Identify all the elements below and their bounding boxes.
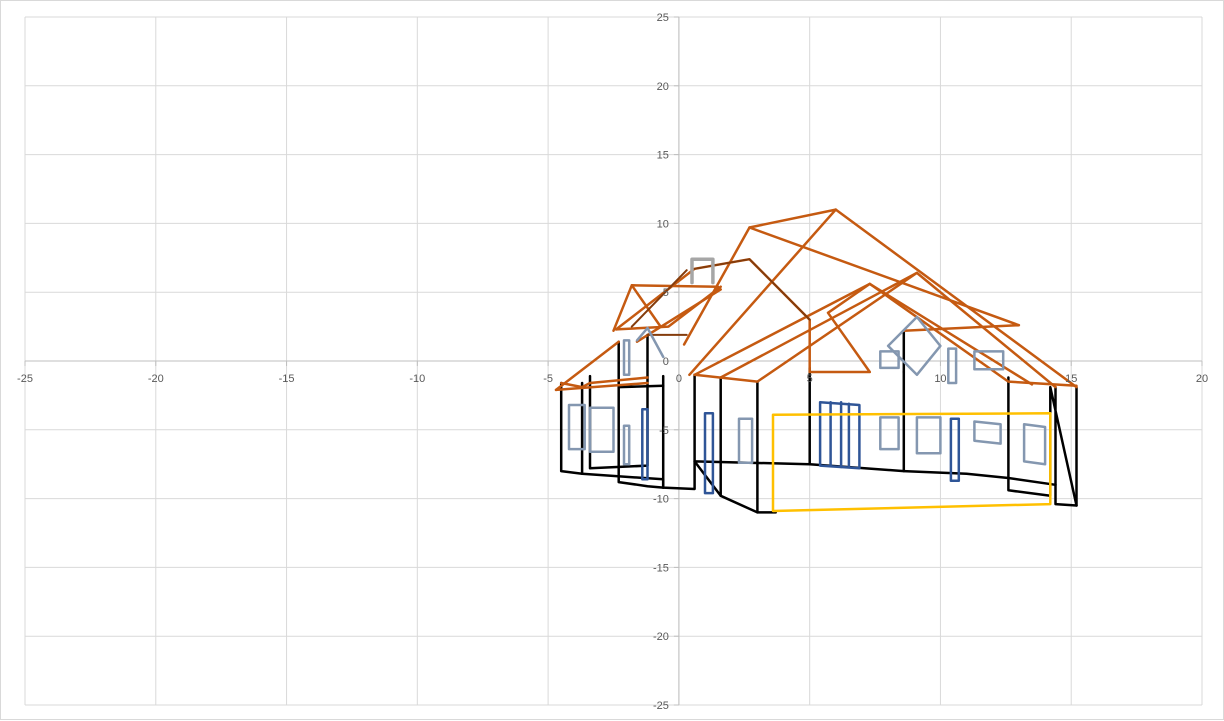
series-line	[693, 282, 1078, 388]
series-line	[719, 271, 1057, 389]
series-line	[567, 403, 586, 451]
series-line	[635, 326, 665, 359]
series-line	[886, 315, 942, 377]
series-line	[559, 376, 649, 389]
axes	[24, 16, 1203, 706]
series-line	[688, 208, 838, 377]
series-4	[641, 401, 961, 495]
series-line	[693, 373, 777, 514]
series-line	[902, 469, 1057, 487]
y-tick-label: -10	[653, 494, 669, 506]
series-line	[748, 208, 1078, 389]
series-line	[682, 226, 1021, 346]
y-tick-label: 0	[663, 356, 669, 368]
series-line	[973, 420, 1002, 445]
x-tick-label: -15	[279, 373, 295, 385]
series-line	[630, 269, 688, 328]
series-line	[949, 417, 961, 482]
x-tick-label: -5	[543, 373, 553, 385]
x-tick-label: 0	[676, 373, 682, 385]
series-line	[868, 282, 1034, 386]
series-line	[588, 406, 615, 454]
y-tick-label: -20	[653, 631, 669, 643]
series-line	[808, 282, 872, 374]
series-line	[771, 412, 1052, 513]
series-line	[703, 412, 715, 495]
series-6	[771, 412, 1052, 513]
series-line	[622, 424, 631, 466]
series-line	[690, 257, 715, 285]
series-line	[622, 339, 631, 377]
series-line	[554, 340, 620, 392]
series-line	[915, 416, 942, 455]
series-1	[554, 208, 1078, 392]
series-line	[973, 350, 1005, 371]
x-tick-label: -25	[17, 373, 33, 385]
plot-area	[554, 208, 1078, 514]
x-tick-label: -10	[409, 373, 425, 385]
y-tick-label: 15	[657, 150, 669, 162]
y-tick-label: 5	[663, 287, 669, 299]
series-line	[879, 416, 900, 451]
x-tick-label: -20	[148, 373, 164, 385]
series-3	[567, 315, 1047, 466]
series-line	[554, 381, 649, 392]
y-tick-label: -5	[659, 425, 669, 437]
series-line	[693, 271, 919, 383]
series-line	[947, 347, 958, 385]
x-tick-label: 20	[1196, 373, 1208, 385]
series-line	[641, 407, 649, 481]
series-5	[690, 257, 715, 285]
y-tick-label: 20	[657, 81, 669, 93]
y-tick-label: -25	[653, 700, 669, 712]
series-line	[818, 401, 861, 470]
series-line	[559, 370, 906, 491]
x-tick-label: 5	[807, 373, 813, 385]
series-line	[737, 417, 754, 465]
series-line	[617, 384, 665, 389]
series-line	[1022, 423, 1047, 466]
y-tick-label: 25	[657, 12, 669, 24]
x-tick-label: 10	[934, 373, 946, 385]
y-tick-label: 10	[657, 218, 669, 230]
series-line	[1007, 376, 1078, 507]
series-line	[617, 381, 665, 489]
tick-labels: -25 -20 -15 -10 -5 0 5 10 15 20 25 20 15 10 5 0 -5 -10 -15…	[17, 12, 1208, 712]
y-tick-label: -15	[653, 562, 669, 574]
x-tick-label: 15	[1065, 373, 1077, 385]
